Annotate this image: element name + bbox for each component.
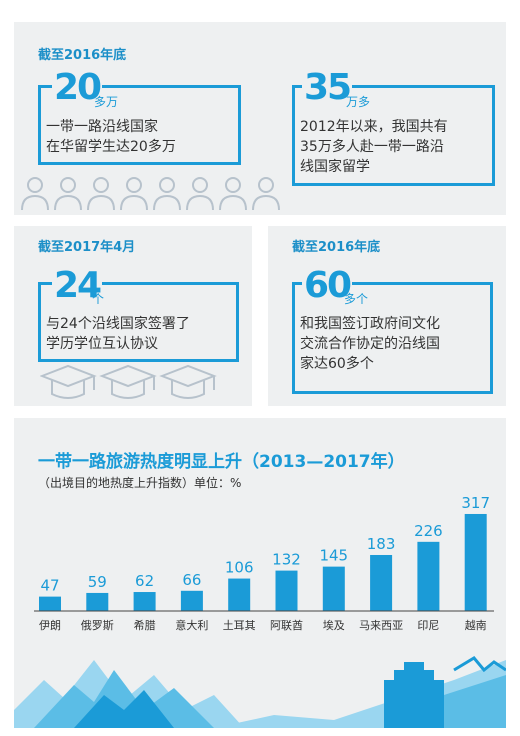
bar-value-label: 183	[367, 535, 396, 553]
stats-panel-mid-right	[268, 226, 506, 406]
graduation-cap-icon	[99, 364, 157, 399]
bar-3	[133, 592, 156, 611]
stat-4-header: 截至2016年底	[292, 240, 381, 255]
person-outline-icon	[252, 177, 280, 211]
bar-value-label: 226	[414, 522, 443, 540]
stat-2-unit: 万多	[346, 95, 371, 109]
stat-2-desc-line: 35万多人赴一带一路沿	[300, 139, 444, 155]
stat-4-frame	[292, 282, 493, 394]
bar-7	[322, 566, 345, 611]
stat-4-number: 60	[302, 265, 352, 306]
bar-value-label: 59	[88, 573, 107, 591]
stat-3-desc-line: 与24个沿线国家签署了	[46, 316, 190, 332]
bar-value-label: 132	[272, 551, 301, 569]
bar-value-label: 145	[319, 547, 348, 565]
bar-6	[275, 570, 298, 611]
stat-1-desc-line: 一带一路沿线国家	[46, 119, 158, 135]
stat-2-desc-line: 2012年以来，我国共有	[300, 119, 448, 135]
category-label: 意大利	[175, 618, 208, 632]
bar-value-label: 106	[225, 559, 254, 577]
bar-9	[417, 541, 440, 611]
stat-1-number: 20	[52, 67, 102, 108]
stat-3-number: 24	[52, 265, 102, 306]
bar-chart: 47 伊朗 59 俄罗斯 62 希腊 66 意大利 106 土耳其 132 阿联酋 145 埃及 183 马来…	[34, 494, 494, 632]
graduation-cap-icon	[159, 364, 217, 399]
bar-1	[39, 596, 61, 611]
bar-value-label: 62	[135, 572, 154, 590]
category-label: 俄罗斯	[81, 619, 114, 632]
person-outline-icon	[87, 177, 115, 211]
person-outline-icon	[21, 177, 49, 211]
stat-2-desc-line: 线国家留学	[300, 159, 370, 175]
stat-2-number: 35	[302, 67, 352, 108]
stat-1-desc-line: 在华留学生达20多万	[46, 139, 176, 155]
person-outline-icon	[120, 177, 148, 211]
bar-value-label: 66	[182, 571, 201, 589]
bar-4	[180, 590, 203, 611]
category-label: 土耳其	[223, 619, 256, 632]
stat-2-frame	[292, 85, 495, 186]
person-outline-icon	[186, 177, 214, 211]
stat-3-desc-line: 学历学位互认协议	[46, 336, 158, 352]
bar-value-label: 317	[461, 494, 490, 512]
category-label: 希腊	[134, 618, 156, 632]
bar-8	[370, 554, 393, 611]
stat-1-frame	[38, 85, 241, 165]
stat-1-desc: 一带一路沿线国家 在华留学生达20多万	[46, 117, 176, 157]
stat-4-desc: 和我国签订政府间文化 交流合作协定的沿线国 家达60多个	[300, 314, 440, 374]
stat-4-desc-line: 家达60多个	[300, 356, 374, 372]
stat-4-desc-line: 交流合作协定的沿线国	[300, 336, 440, 352]
stat-2-desc: 2012年以来，我国共有 35万多人赴一带一路沿 线国家留学	[300, 117, 448, 177]
category-label: 马来西亚	[359, 619, 403, 632]
person-outline-icon	[153, 177, 181, 211]
stat-4-desc-line: 和我国签订政府间文化	[300, 316, 440, 332]
great-wall-mountains-icon	[14, 656, 506, 728]
people-icon-row	[21, 177, 280, 211]
category-label: 印尼	[417, 619, 439, 632]
person-outline-icon	[219, 177, 247, 211]
chart-subtitle: （出境目的地热度上升指数）单位：%	[38, 476, 242, 490]
bar-10	[464, 513, 487, 611]
stat-3-frame	[38, 282, 239, 362]
stat-1-unit: 多万	[94, 95, 119, 109]
person-outline-icon	[54, 177, 82, 211]
category-label: 阿联酋	[270, 618, 303, 632]
stat-3-unit: 个	[92, 292, 105, 306]
category-label: 伊朗	[39, 619, 61, 632]
bar-2	[86, 592, 109, 611]
graduation-cap-icon	[40, 364, 97, 399]
stat-3-desc: 与24个沿线国家签署了 学历学位互认协议	[46, 314, 190, 354]
chart-title: 一带一路旅游热度明显上升（2013—2017年）	[38, 452, 405, 472]
bar-5	[228, 578, 251, 611]
stat-1-header: 截至2016年底	[38, 48, 127, 63]
stat-3-header: 截至2017年4月	[38, 240, 136, 255]
stat-4-unit: 多个	[344, 292, 369, 306]
bar-value-label: 47	[40, 577, 59, 595]
category-label: 越南	[465, 618, 487, 632]
graduation-cap-row	[40, 364, 217, 399]
category-label: 埃及	[323, 618, 345, 632]
